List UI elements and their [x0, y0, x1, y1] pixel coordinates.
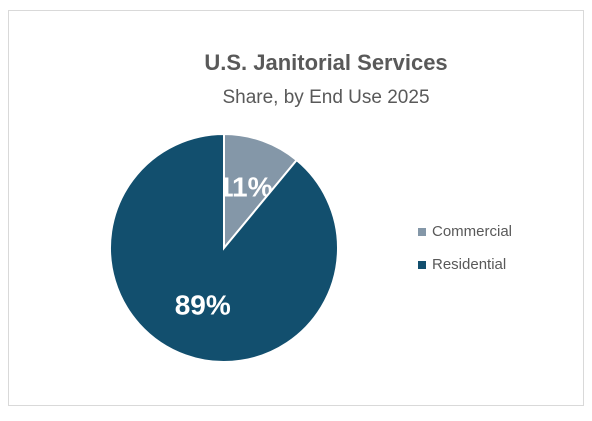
chart-subtitle: Share, by End Use 2025	[222, 87, 429, 108]
pie-slice	[109, 132, 339, 363]
legend-label: Residential	[432, 256, 506, 273]
pie-slice	[223, 132, 299, 251]
chart-title: U.S. Janitorial Services	[204, 50, 447, 75]
data-label: 89%	[175, 289, 231, 320]
legend-swatch	[418, 261, 426, 269]
legend-label: Commercial	[432, 223, 512, 240]
data-label: 11%	[218, 171, 273, 202]
legend-swatch	[418, 228, 426, 236]
